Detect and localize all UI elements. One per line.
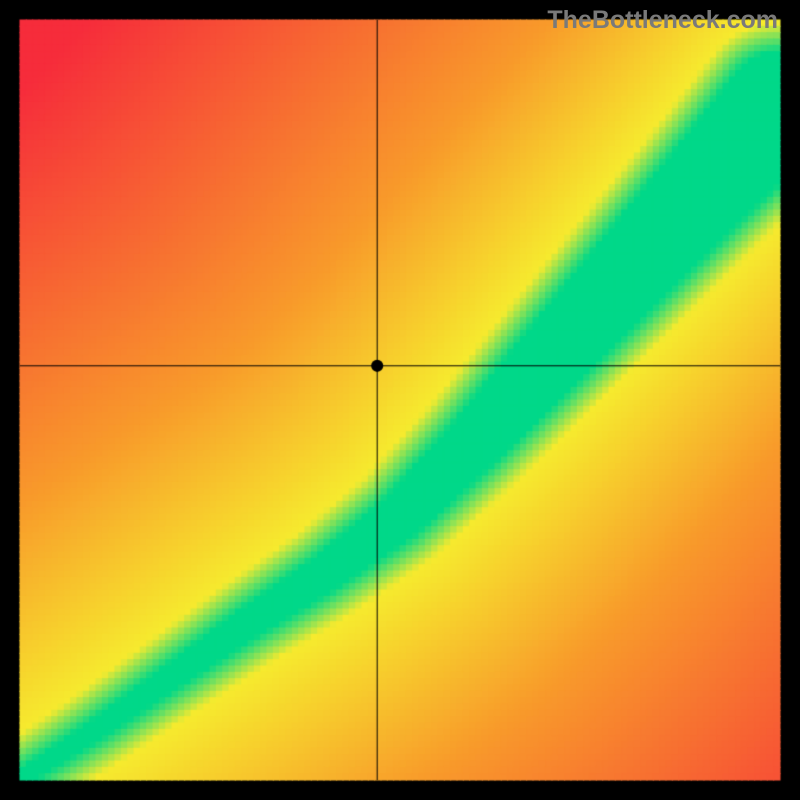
bottleneck-heatmap: [0, 0, 800, 800]
watermark-text: TheBottleneck.com: [547, 6, 778, 35]
